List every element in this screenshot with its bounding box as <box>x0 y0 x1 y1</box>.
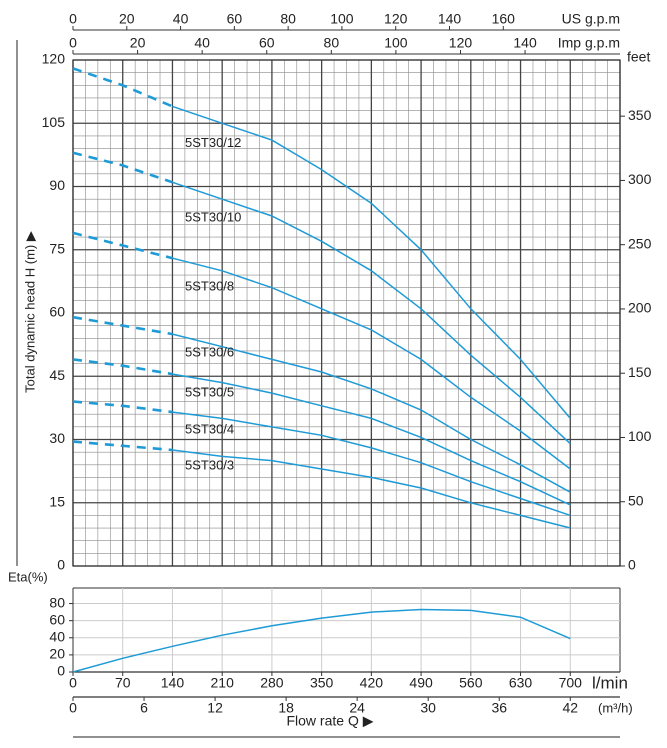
top-tick-label: 40 <box>194 35 210 51</box>
y-tick-label: 0 <box>57 663 65 679</box>
y-tick-label: 60 <box>49 611 65 627</box>
top-tick-label: 140 <box>438 11 462 27</box>
x-tick-label: 490 <box>409 675 433 691</box>
x-axis-unit: (m³/h) <box>598 700 633 715</box>
y-tick-label: 0 <box>57 557 65 573</box>
curve <box>172 449 571 529</box>
x-tick-label: 18 <box>278 700 294 716</box>
curve <box>72 358 173 376</box>
x-tick-label: 630 <box>509 675 533 691</box>
x-axis-unit: l/min <box>592 673 628 692</box>
curve <box>72 608 571 673</box>
curve <box>172 373 571 506</box>
curve <box>72 151 173 184</box>
top-tick-label: 20 <box>119 11 135 27</box>
x-tick-label: 560 <box>459 675 483 691</box>
top-tick-label: 80 <box>280 11 296 27</box>
curve <box>172 105 571 419</box>
x-tick-label: 420 <box>360 675 384 691</box>
y-axis-title: Total dynamic head H (m) ▶ <box>22 231 37 393</box>
top-tick-label: 60 <box>259 35 275 51</box>
curve <box>72 315 173 336</box>
top-tick-label: 140 <box>513 35 537 51</box>
y-tick-label: 45 <box>49 367 65 383</box>
curve-label: 5ST30/10 <box>185 210 241 225</box>
curve <box>72 440 173 452</box>
y-tick-label: 30 <box>49 430 65 446</box>
x-tick-label: 700 <box>559 675 583 691</box>
x-tick-label: 6 <box>140 700 148 716</box>
curve-label: 5ST30/8 <box>185 279 234 294</box>
x-axis-title: Flow rate Q ▶ <box>286 713 373 729</box>
x-tick-label: 210 <box>211 675 235 691</box>
y-tick-label: 105 <box>42 114 66 130</box>
curve-label: 5ST30/5 <box>185 385 234 400</box>
y-tick-label: 15 <box>49 493 65 509</box>
top-tick-label: 120 <box>449 35 473 51</box>
top-tick-label: 0 <box>69 11 77 27</box>
top-tick-label: 100 <box>384 35 408 51</box>
curve <box>72 231 173 260</box>
curve-label: 5ST30/4 <box>185 422 234 437</box>
x-tick-label: 36 <box>491 700 507 716</box>
top-axis-title: Imp g.p.m <box>558 35 620 51</box>
curve <box>72 67 174 108</box>
top-tick-label: 100 <box>330 11 354 27</box>
top-tick-label: 40 <box>173 11 189 27</box>
curve <box>72 400 173 414</box>
y-tick-label: 120 <box>42 51 66 67</box>
top-tick-label: 0 <box>69 35 77 51</box>
y2-tick-label: 50 <box>628 492 644 508</box>
y-tick-label: 90 <box>49 177 65 193</box>
x-tick-label: 0 <box>69 675 77 691</box>
plot-frame <box>72 59 621 567</box>
curve <box>172 257 571 470</box>
y-tick-label: 75 <box>49 240 65 256</box>
top-tick-label: 160 <box>492 11 516 27</box>
y2-tick-label: 300 <box>628 171 652 187</box>
x-tick-label: 12 <box>207 700 223 716</box>
top-tick-label: 60 <box>227 11 243 27</box>
x-tick-label: 70 <box>115 675 131 691</box>
x-tick-label: 0 <box>69 700 77 716</box>
x-tick-label: 280 <box>260 675 284 691</box>
y2-tick-label: 150 <box>628 364 652 380</box>
top-axis-title: US g.p.m <box>562 11 620 27</box>
y2-axis-title: feet <box>627 49 650 65</box>
x-tick-label: 42 <box>562 700 578 716</box>
y-tick-label: 80 <box>49 594 65 610</box>
curve <box>172 181 571 445</box>
y2-tick-label: 0 <box>628 557 636 573</box>
x-tick-label: 140 <box>161 675 185 691</box>
curve <box>172 333 571 493</box>
top-tick-label: 20 <box>130 35 146 51</box>
curve <box>172 411 571 517</box>
curve-label: 5ST30/3 <box>185 457 234 472</box>
y2-tick-label: 200 <box>628 300 652 316</box>
x-tick-label: 24 <box>349 700 365 716</box>
y2-tick-label: 350 <box>628 107 652 123</box>
x-tick-label: 350 <box>310 675 334 691</box>
y2-tick-label: 100 <box>628 428 652 444</box>
x-tick-label: 30 <box>420 700 436 716</box>
y-tick-label: 40 <box>49 628 65 644</box>
top-tick-label: 80 <box>324 35 340 51</box>
curve-label: 5ST30/12 <box>185 135 241 150</box>
y-tick-label: 60 <box>49 304 65 320</box>
y2-tick-label: 250 <box>628 235 652 251</box>
y-tick-label: 20 <box>49 646 65 662</box>
curve-label: 5ST30/6 <box>185 345 234 360</box>
top-tick-label: 120 <box>384 11 408 27</box>
eta-axis-title: Eta(%) <box>8 569 48 584</box>
